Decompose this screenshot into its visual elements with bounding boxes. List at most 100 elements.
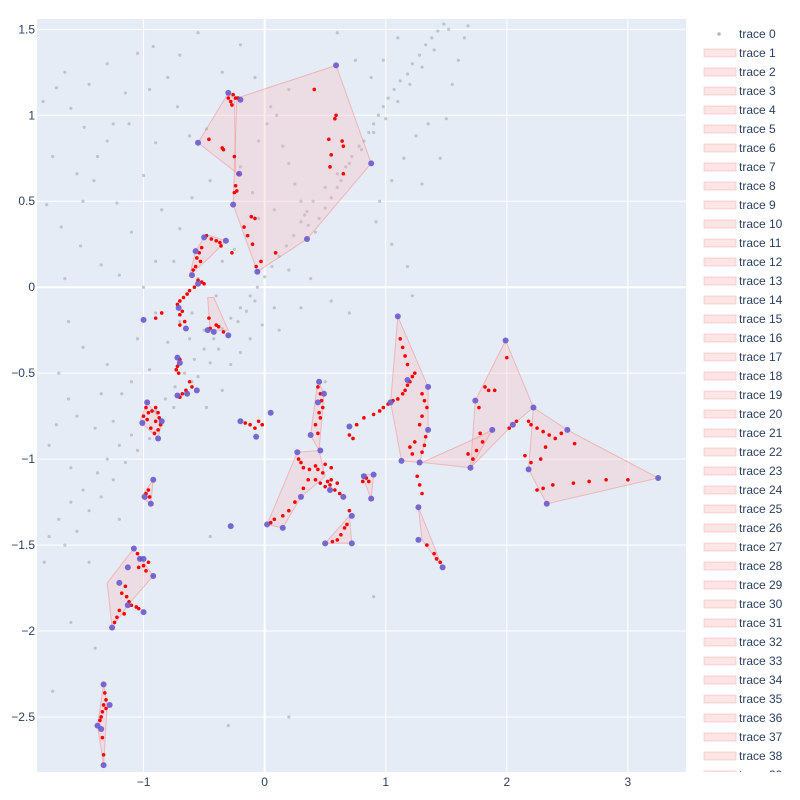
- legend-label: trace 25: [739, 502, 783, 516]
- background-point: [78, 244, 83, 248]
- y-axis-ticks: −2.5 −2 −1.5 −1 −0.5 0 0.5 1 1.5: [11, 22, 35, 724]
- legend-swatch-area: [703, 314, 737, 324]
- cluster-point: [146, 560, 151, 565]
- background-point: [418, 53, 422, 57]
- legend-item: trace 38: [703, 749, 783, 763]
- background-point: [335, 172, 339, 176]
- background-point: [256, 139, 261, 143]
- legend-item: trace 36: [703, 711, 783, 725]
- background-point: [115, 201, 119, 205]
- legend-label: trace 36: [739, 711, 783, 725]
- cluster-point: [182, 319, 187, 324]
- background-point: [190, 311, 194, 315]
- background-point: [47, 443, 51, 447]
- legend-swatch-area: [703, 67, 737, 77]
- cluster-point: [273, 251, 278, 255]
- background-point: [57, 517, 61, 521]
- background-point: [75, 414, 79, 418]
- legend-item: trace 26: [703, 521, 783, 535]
- background-point: [244, 309, 249, 313]
- background-point: [54, 423, 58, 427]
- cluster-point: [553, 436, 558, 441]
- hull-vertex-point: [404, 377, 411, 384]
- legend-label: trace 10: [739, 217, 783, 231]
- cluster-point: [316, 385, 320, 389]
- hull-vertex-point: [236, 170, 243, 177]
- convex-hull: [417, 507, 444, 568]
- cluster-point: [362, 416, 366, 420]
- cluster-point: [538, 457, 543, 461]
- background-point: [305, 209, 309, 214]
- cluster-point: [135, 551, 140, 556]
- cluster-point: [153, 405, 158, 410]
- legend-item: trace 7: [703, 160, 776, 174]
- hull-vertex-point: [174, 392, 181, 399]
- hull-vertex-point: [176, 359, 183, 366]
- cluster-point: [187, 379, 192, 384]
- background-point: [272, 208, 276, 212]
- legend-label: trace 37: [739, 730, 783, 744]
- hull-vertex-point: [158, 418, 165, 425]
- cluster-point: [417, 422, 422, 427]
- cluster-point: [231, 92, 235, 97]
- legend-item: trace 11: [703, 236, 782, 250]
- cluster-point: [551, 483, 555, 487]
- background-point: [111, 419, 115, 423]
- cluster-point: [478, 431, 482, 436]
- legend-item: trace 8: [703, 179, 776, 193]
- hull-vertex-point: [327, 487, 334, 494]
- x-axis-ticks: −1 0 1 2 3: [137, 775, 632, 789]
- cluster-point: [209, 237, 214, 241]
- background-point: [220, 70, 224, 74]
- cluster-point: [312, 87, 317, 92]
- legend-swatch-area: [703, 162, 737, 172]
- legend-label: trace 11: [739, 236, 782, 250]
- legend-label: trace 12: [739, 255, 783, 269]
- background-point: [208, 361, 212, 365]
- background-point: [154, 311, 158, 315]
- background-point: [51, 154, 55, 159]
- vertex-points: [94, 62, 662, 769]
- cluster-point: [412, 371, 417, 375]
- background-point: [69, 620, 73, 625]
- hull-vertex-point: [333, 62, 340, 69]
- cluster-point: [423, 434, 428, 439]
- background-point: [178, 227, 182, 231]
- legend-label: trace 24: [739, 483, 783, 497]
- background-point: [154, 259, 158, 264]
- legend-item: trace 12: [703, 255, 783, 269]
- cluster-point: [403, 354, 407, 358]
- background-point: [357, 144, 361, 148]
- cluster-point: [483, 385, 487, 389]
- cluster-point: [313, 422, 318, 427]
- background-point: [238, 43, 243, 47]
- hull-vertex-point: [192, 248, 199, 255]
- hull-vertex-point: [525, 466, 532, 473]
- background-point: [442, 22, 446, 26]
- cluster-point: [156, 428, 160, 432]
- cluster-point: [123, 584, 128, 589]
- hull-vertex-point: [439, 564, 446, 571]
- legend-item: trace 35: [703, 692, 783, 706]
- background-point: [166, 75, 170, 80]
- y-tick-label: −2: [21, 624, 35, 638]
- cluster-point: [104, 706, 108, 711]
- cluster-point: [242, 225, 246, 229]
- legend-swatch-area: [703, 390, 737, 400]
- hull-vertex-point: [387, 399, 394, 406]
- background-point: [408, 82, 412, 86]
- hull-vertex-point: [317, 447, 324, 454]
- background-point: [99, 392, 103, 396]
- background-point: [214, 294, 218, 298]
- background-point: [190, 196, 194, 200]
- background-point: [378, 199, 382, 203]
- background-point: [92, 179, 96, 183]
- y-tick-label: −2.5: [11, 710, 35, 724]
- hull-vertex-point: [106, 701, 113, 708]
- hull-vertex-point: [182, 325, 189, 332]
- background-point: [141, 173, 146, 178]
- cluster-point: [193, 264, 198, 269]
- background-point: [306, 223, 310, 227]
- legend-swatch-area: [703, 770, 737, 772]
- background-point: [350, 154, 354, 159]
